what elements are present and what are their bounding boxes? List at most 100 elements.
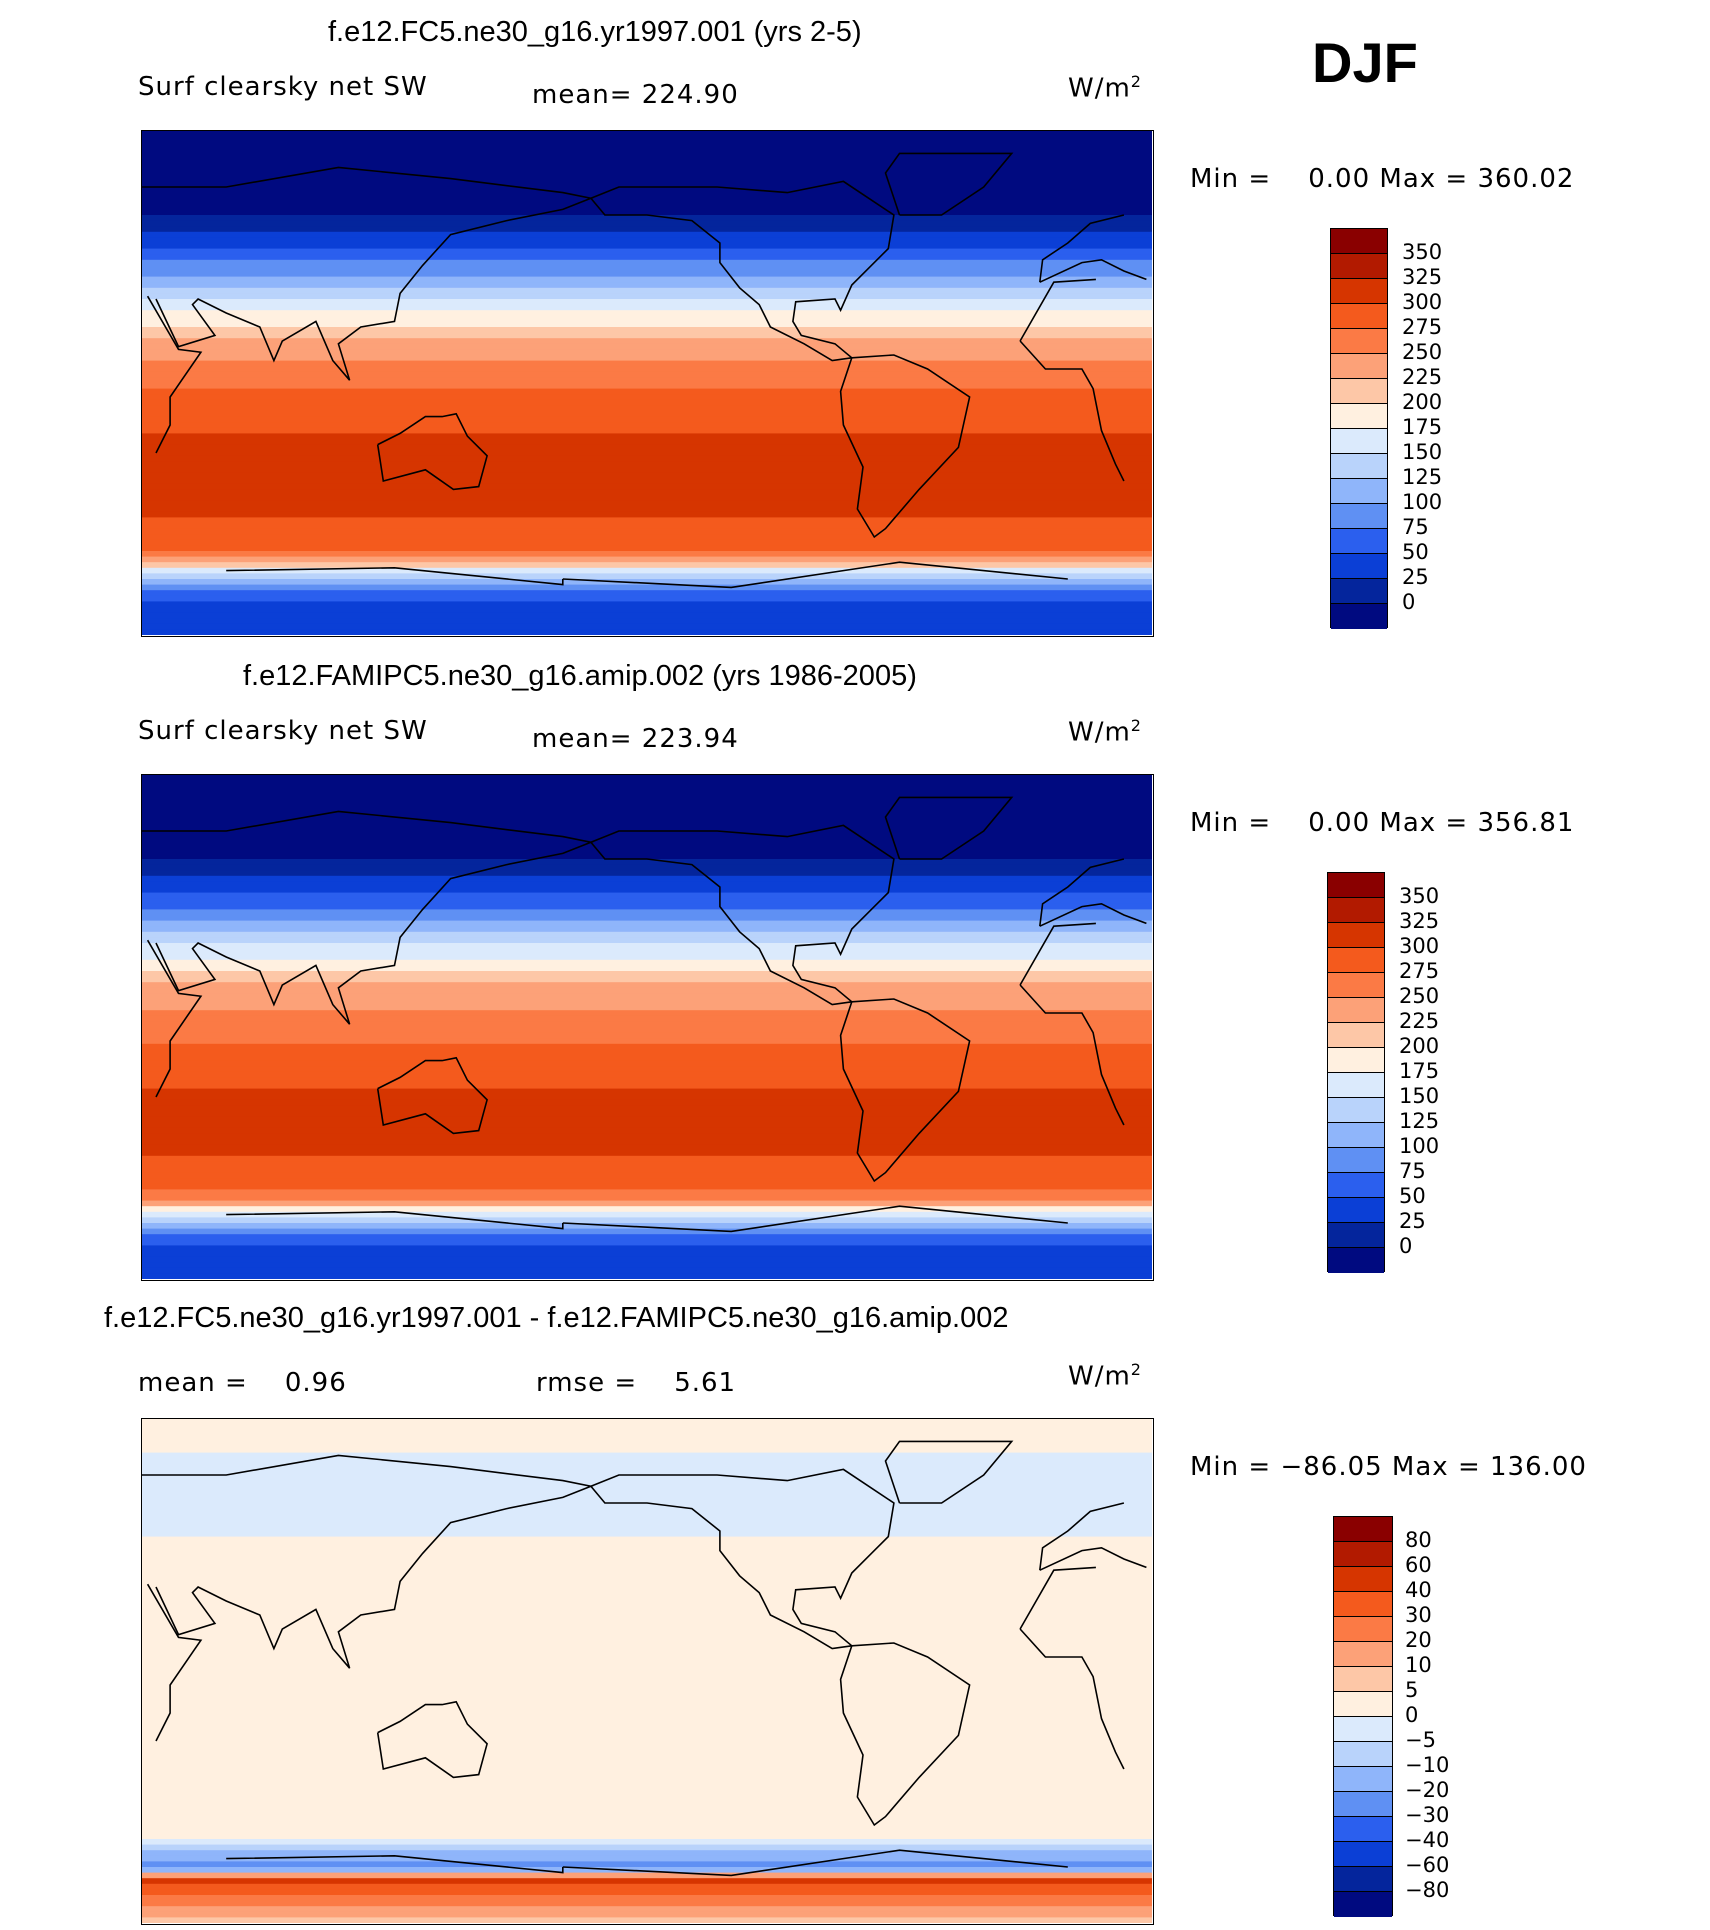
latitude-band [142, 1889, 1152, 1896]
latitude-band [142, 808, 1152, 815]
colorbar-swatch [1331, 529, 1387, 554]
latitude-band [142, 1626, 1152, 1633]
latitude-band [142, 864, 1152, 871]
latitude-band [142, 1256, 1152, 1263]
latitude-band [142, 859, 1152, 866]
latitude-band [142, 1855, 1152, 1862]
latitude-band [142, 467, 1152, 474]
latitude-band [142, 1559, 1152, 1566]
colorbar-tick-label: 100 [1399, 1134, 1440, 1158]
colorbar-tick-label: 225 [1399, 1009, 1440, 1033]
colorbar-swatch [1331, 579, 1387, 604]
latitude-band [142, 926, 1152, 933]
latitude-band [142, 1878, 1152, 1885]
latitude-band [142, 276, 1152, 283]
latitude-band [142, 1883, 1152, 1890]
coastline [1039, 902, 1147, 927]
latitude-band [142, 1223, 1152, 1230]
panel1-variable: Surf clearsky net SW [138, 72, 428, 102]
coastline [1019, 340, 1125, 482]
latitude-band [142, 1693, 1152, 1700]
latitude-band [142, 1615, 1152, 1622]
colorbar-swatch [1334, 1542, 1392, 1567]
latitude-band [142, 1419, 1152, 1426]
colorbar-swatch [1334, 1642, 1392, 1667]
latitude-band [142, 304, 1152, 311]
latitude-band [142, 343, 1152, 350]
latitude-band [142, 1430, 1152, 1437]
latitude-band [142, 1531, 1152, 1538]
latitude-band [142, 321, 1152, 328]
colorbar-swatch [1331, 254, 1387, 279]
colorbar-swatch [1328, 1073, 1384, 1098]
latitude-band [142, 231, 1152, 238]
latitude-band [142, 1581, 1152, 1588]
panel1-minmax: Min = 0.00 Max = 360.02 [1190, 164, 1575, 194]
colorbar-tick-label: −30 [1405, 1803, 1450, 1827]
latitude-band [142, 1178, 1152, 1185]
latitude-band [142, 226, 1152, 233]
latitude-band [142, 1637, 1152, 1644]
coastline [1039, 1546, 1147, 1571]
season-label: DJF [1312, 31, 1418, 94]
panel3-rmse: rmse = 5.61 [536, 1368, 737, 1398]
latitude-band [142, 920, 1152, 927]
latitude-band [142, 1676, 1152, 1683]
colorbar-tick-label: 0 [1399, 1234, 1413, 1258]
coastline [1039, 1502, 1125, 1571]
colorbar-tick-label: 0 [1402, 590, 1416, 614]
colorbar-swatch [1331, 504, 1387, 529]
latitude-band [142, 1900, 1152, 1907]
colorbar-tick-label: 20 [1405, 1628, 1432, 1652]
panel3-units: W/m2 [1068, 1360, 1142, 1392]
latitude-band [142, 971, 1152, 978]
latitude-band [142, 1200, 1152, 1207]
colorbar-swatch [1334, 1742, 1392, 1767]
colorbar-swatch [1331, 354, 1387, 379]
latitude-band [142, 416, 1152, 423]
latitude-band [142, 349, 1152, 356]
colorbar-tick-label: 25 [1399, 1209, 1426, 1233]
latitude-band [142, 1133, 1152, 1140]
latitude-band [142, 1598, 1152, 1605]
latitude-band [142, 411, 1152, 418]
coastline [562, 561, 1068, 589]
coastline [226, 1210, 564, 1230]
latitude-band [142, 1648, 1152, 1655]
colorbar-swatch [1331, 479, 1387, 504]
latitude-band [142, 461, 1152, 468]
latitude-band [142, 1833, 1152, 1840]
latitude-band [142, 366, 1152, 373]
latitude-band [142, 1234, 1152, 1241]
latitude-band [142, 814, 1152, 821]
latitude-band [142, 187, 1152, 194]
latitude-band [142, 1111, 1152, 1118]
latitude-band [142, 1027, 1152, 1034]
latitude-band [142, 293, 1152, 300]
latitude-band [142, 903, 1152, 910]
latitude-band [142, 1603, 1152, 1610]
latitude-band [142, 1654, 1152, 1661]
colorbar-swatch [1334, 1617, 1392, 1642]
panel3-minmax: Min = −86.05 Max = 136.00 [1190, 1452, 1587, 1482]
panel1-title: f.e12.FC5.ne30_g16.yr1997.001 (yrs 2-5) [328, 16, 862, 48]
latitude-band [142, 1867, 1152, 1874]
latitude-band [142, 422, 1152, 429]
latitude-band [142, 506, 1152, 513]
colorbar-swatch [1334, 1667, 1392, 1692]
latitude-band [142, 1671, 1152, 1678]
latitude-band [142, 853, 1152, 860]
colorbar-swatch [1328, 1148, 1384, 1173]
latitude-band [142, 612, 1152, 619]
colorbar-swatch [1334, 1692, 1392, 1717]
latitude-band [142, 1273, 1152, 1279]
panel2-title: f.e12.FAMIPC5.ne30_g16.amip.002 (yrs 198… [243, 660, 917, 692]
latitude-band [142, 819, 1152, 826]
colorbar-tick-label: 150 [1402, 440, 1443, 464]
coastline [1019, 1628, 1125, 1770]
coastline [1019, 984, 1125, 1126]
coastline [839, 998, 971, 1183]
latitude-band [142, 1475, 1152, 1482]
colorbar-tick-label: 50 [1399, 1184, 1426, 1208]
latitude-band [142, 1749, 1152, 1756]
